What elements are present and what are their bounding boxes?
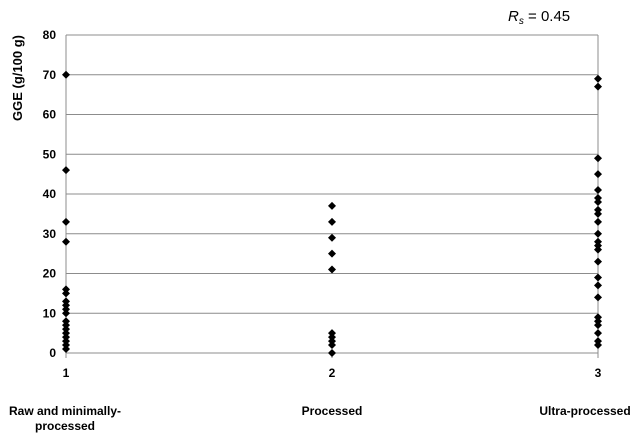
x-tick-label: 3 <box>595 366 602 380</box>
data-point-diamond <box>594 197 602 206</box>
correlation-annotation: Rs = 0.45 <box>508 8 570 27</box>
data-point-diamond <box>594 170 602 179</box>
y-tick-label: 80 <box>43 28 57 42</box>
data-point-diamond <box>328 217 336 226</box>
y-tick-labels: 0 10 20 30 40 50 60 70 80 <box>43 28 57 360</box>
data-point-diamond <box>594 293 602 302</box>
data-points <box>62 70 602 357</box>
x-tick-label: 2 <box>329 366 336 380</box>
data-point-diamond <box>328 265 336 274</box>
data-point-diamond <box>594 281 602 290</box>
data-point-diamond <box>594 82 602 91</box>
data-point-diamond <box>594 229 602 238</box>
y-tick-label: 30 <box>43 227 57 241</box>
data-point-diamond <box>328 249 336 258</box>
category-label-processed: Processed <box>301 404 363 418</box>
data-point-diamond <box>62 217 70 226</box>
data-point-diamond <box>594 321 602 330</box>
annotation-subscript: s <box>518 16 524 27</box>
y-tick-label: 0 <box>49 346 56 360</box>
x-tick-label: 1 <box>63 366 70 380</box>
y-tick-label: 70 <box>43 68 57 82</box>
y-tick-label: 40 <box>43 187 57 201</box>
data-point-diamond <box>594 329 602 338</box>
data-point-diamond <box>594 186 602 195</box>
data-point-diamond <box>328 233 336 242</box>
category-label-ultra-processed: Ultra-processed <box>539 404 631 418</box>
x-tick-labels: 1 2 3 <box>63 366 602 380</box>
data-point-diamond <box>62 237 70 246</box>
data-point-diamond <box>62 345 70 354</box>
data-point-diamond <box>594 341 602 350</box>
data-point-diamond <box>594 154 602 163</box>
data-point-diamond <box>328 201 336 210</box>
data-point-diamond <box>62 166 70 175</box>
y-tick-label: 50 <box>43 147 57 161</box>
y-axis-label: GGE (g/100 g) <box>10 35 25 121</box>
data-point-diamond <box>594 74 602 83</box>
data-point-diamond <box>594 257 602 266</box>
data-point-diamond <box>328 341 336 350</box>
data-point-diamond <box>62 309 70 318</box>
data-point-diamond <box>594 209 602 218</box>
axes <box>65 35 599 358</box>
data-point-diamond <box>594 245 602 254</box>
y-tick-label: 10 <box>43 306 57 320</box>
data-point-diamond <box>62 289 70 298</box>
data-point-diamond <box>328 349 336 357</box>
data-point-diamond <box>594 273 602 282</box>
annotation-value: = 0.45 <box>523 8 571 25</box>
category-label-raw: Raw and minimally-processed <box>8 404 122 433</box>
y-tick-label: 60 <box>43 108 57 122</box>
data-point-diamond <box>594 217 602 226</box>
annotation-symbol: R <box>508 8 519 25</box>
data-point-diamond <box>62 70 70 79</box>
y-tick-label: 20 <box>43 267 57 281</box>
